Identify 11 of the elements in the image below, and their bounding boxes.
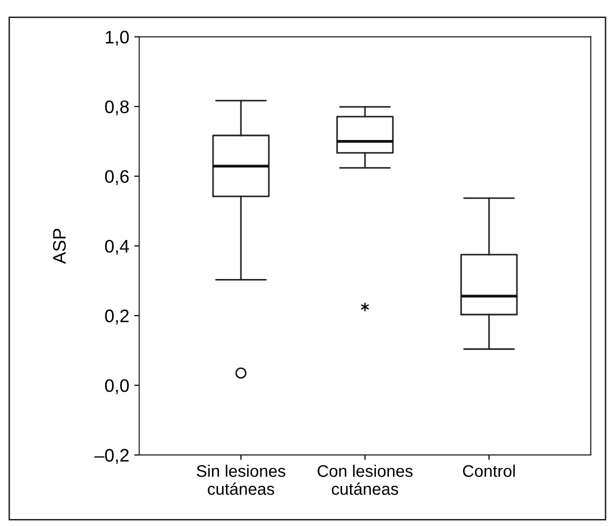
y-tick-label: 0,4	[105, 240, 129, 255]
y-tick-label: 0,2	[105, 310, 129, 324]
y-tick-label: 1,0	[106, 30, 129, 46]
y-tick-label: 0,0	[105, 379, 129, 394]
y-axis-title: ASP	[53, 228, 66, 264]
x-tick-label: Sin lesiones cutáneas	[196, 464, 286, 495]
y-tick-label: –0,2	[94, 448, 129, 464]
y-tick-label: 0,6	[105, 170, 129, 186]
x-tick-label: Control	[463, 464, 515, 477]
x-tick-label: Con lesiones cutáneas	[318, 464, 413, 495]
y-tick-label: 0,8	[105, 100, 129, 116]
